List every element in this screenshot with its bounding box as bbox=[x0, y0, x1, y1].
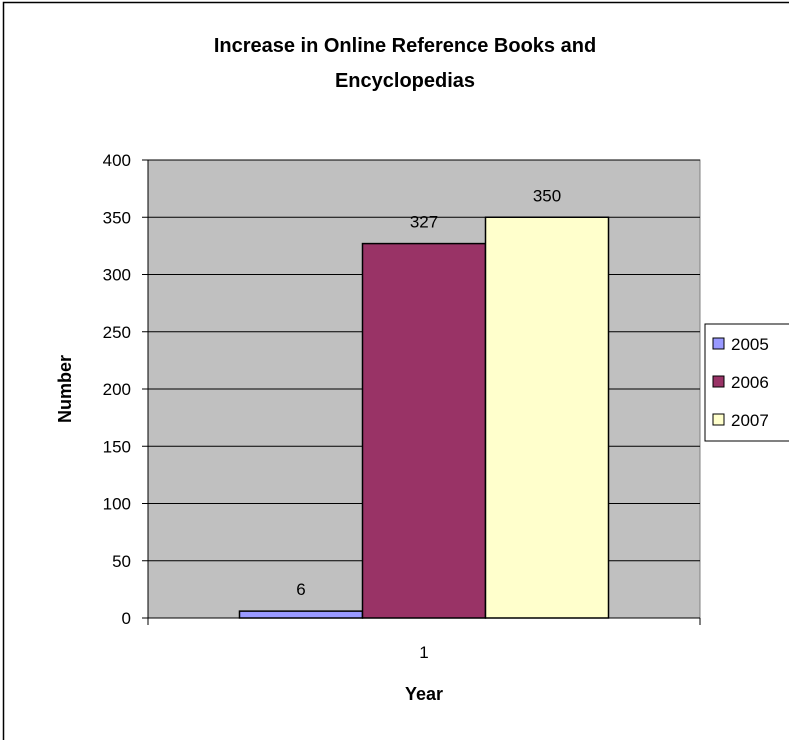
y-tick-label: 0 bbox=[122, 609, 131, 628]
data-label-2005: 6 bbox=[296, 580, 305, 599]
legend-label-2007: 2007 bbox=[731, 411, 769, 430]
data-label-2006: 327 bbox=[410, 213, 438, 232]
bar-2006 bbox=[363, 244, 486, 618]
y-tick-label: 250 bbox=[103, 323, 131, 342]
legend-label-2006: 2006 bbox=[731, 373, 769, 392]
legend-swatch-2007 bbox=[713, 414, 724, 425]
legend: 2005 2006 2007 bbox=[705, 324, 789, 441]
y-tick-label: 350 bbox=[103, 208, 131, 227]
y-tick-label: 100 bbox=[103, 495, 131, 514]
bar-2005 bbox=[240, 611, 363, 618]
y-tick-label: 200 bbox=[103, 380, 131, 399]
x-tick-label: 1 bbox=[419, 643, 428, 662]
data-label-2007: 350 bbox=[533, 186, 561, 205]
chart-title-line-1: Increase in Online Reference Books and bbox=[214, 35, 596, 57]
chart-title-line-2: Encyclopedias bbox=[335, 70, 475, 92]
legend-swatch-2006 bbox=[713, 376, 724, 387]
y-tick-label: 150 bbox=[103, 437, 131, 456]
y-tick-label: 300 bbox=[103, 266, 131, 285]
y-tick-label: 50 bbox=[112, 552, 131, 571]
y-axis-title: Number bbox=[55, 355, 75, 423]
legend-swatch-2005 bbox=[713, 338, 724, 349]
x-axis-title: Year bbox=[405, 684, 443, 704]
bar-2007 bbox=[486, 217, 609, 618]
legend-label-2005: 2005 bbox=[731, 335, 769, 354]
y-tick-label: 400 bbox=[103, 151, 131, 170]
